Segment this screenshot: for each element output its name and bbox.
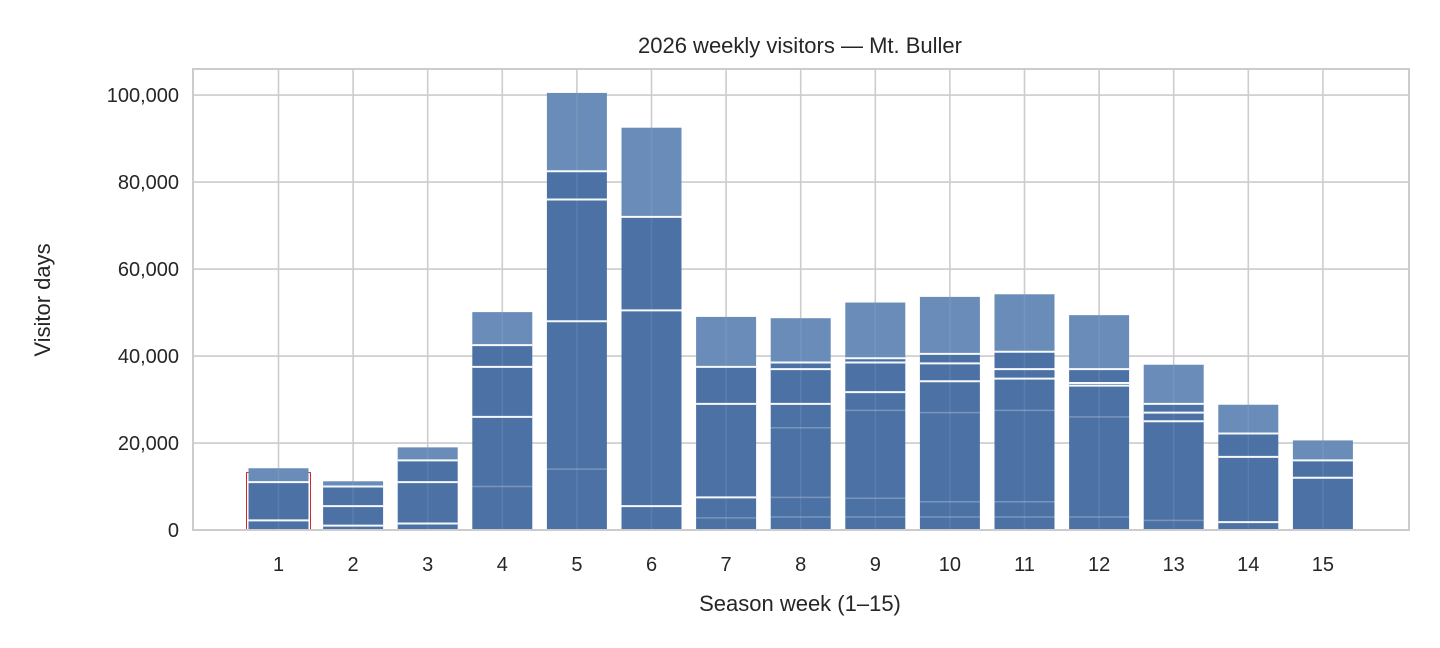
x-tick-label: 8 <box>795 554 806 576</box>
bar <box>696 366 757 530</box>
x-tick-label: 1 <box>273 554 284 576</box>
bar-top-segment <box>1218 404 1279 434</box>
y-tick-label: 100,000 <box>107 85 179 107</box>
bar-top-segment <box>919 296 980 354</box>
y-tick-label: 80,000 <box>118 172 179 194</box>
bar-top-segment <box>696 316 757 367</box>
bar <box>994 351 1055 530</box>
x-tick-label: 9 <box>870 554 881 576</box>
y-tick-label: 60,000 <box>118 259 179 281</box>
bar <box>1143 403 1204 530</box>
bar-top-segment <box>994 294 1055 352</box>
x-tick-label: 14 <box>1237 554 1259 576</box>
x-tick-label: 12 <box>1088 554 1110 576</box>
bar-top-segment <box>248 468 309 483</box>
bar <box>397 460 458 530</box>
bar <box>1218 433 1279 530</box>
bar <box>621 216 682 530</box>
bar-top-segment <box>1069 315 1130 370</box>
bar-top-segment <box>397 447 458 461</box>
x-tick-label: 2 <box>348 554 359 576</box>
bar-top-segment <box>546 92 607 172</box>
y-tick-label: 20,000 <box>118 433 179 455</box>
bar <box>845 358 906 530</box>
y-tick-label: 40,000 <box>118 346 179 368</box>
bars <box>246 92 1353 531</box>
bar <box>919 353 980 530</box>
bar <box>323 486 384 530</box>
bar <box>1069 369 1130 530</box>
plot-frame <box>192 68 1410 531</box>
bar-top-segment <box>845 302 906 359</box>
bar-top-segment <box>323 481 384 487</box>
bar <box>770 362 831 530</box>
x-tick-label: 13 <box>1163 554 1185 576</box>
x-tick-label: 3 <box>422 554 433 576</box>
bar <box>248 482 309 530</box>
x-tick-label: 7 <box>721 554 732 576</box>
x-tick-label: 5 <box>571 554 582 576</box>
bar <box>472 345 533 530</box>
bar-top-segment <box>770 318 831 363</box>
bar <box>546 171 607 531</box>
y-axis-label: Visitor days <box>30 243 55 356</box>
x-tick-label: 10 <box>939 554 961 576</box>
bar-top-segment <box>472 312 533 346</box>
x-axis-label: Season week (1–15) <box>699 591 901 616</box>
chart-title: 2026 weekly visitors — Mt. Buller <box>638 33 962 58</box>
x-tick-label: 15 <box>1312 554 1334 576</box>
x-tick-label: 11 <box>1014 554 1035 576</box>
bar-top-segment <box>621 127 682 217</box>
x-tick-label: 6 <box>646 554 657 576</box>
bar <box>1292 460 1353 530</box>
x-tick-label: 4 <box>497 554 508 576</box>
bar-top-segment <box>1292 440 1353 461</box>
y-tick-label: 0 <box>168 520 179 542</box>
bar-top-segment <box>1143 364 1204 404</box>
